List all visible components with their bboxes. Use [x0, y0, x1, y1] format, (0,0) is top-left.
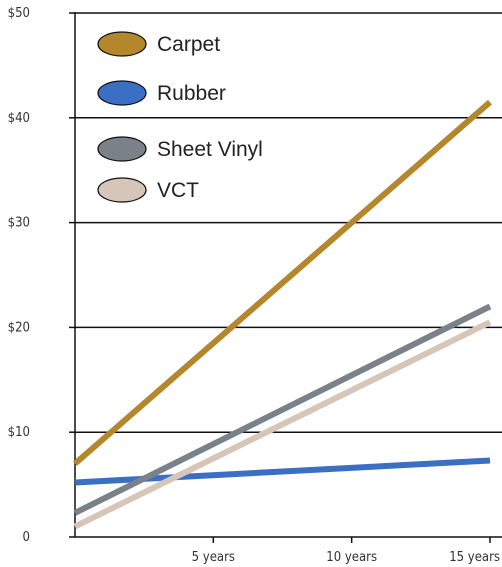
y-tick-label-1: $10: [8, 425, 30, 440]
y-tick-label-5: $50: [8, 6, 30, 21]
grid-lines: [75, 12, 502, 433]
legend: Carpet Rubber Sheet Vinyl VCT: [97, 31, 263, 203]
series-lines: [73, 99, 492, 530]
x-tick-label-1: 10 years: [326, 550, 377, 565]
series-line-vct: [73, 319, 492, 530]
y-tick-label-0: 0: [23, 530, 30, 545]
legend-label-rubber: Rubber: [157, 82, 226, 105]
legend-swatch-vct: [97, 177, 147, 203]
legend-swatch-rubber: [97, 80, 147, 106]
x-tick-label-2: 15 years: [449, 550, 500, 565]
legend-label-carpet: Carpet: [157, 33, 220, 56]
legend-swatch-carpet: [97, 31, 147, 57]
legend-swatch-sheet-vinyl: [97, 136, 147, 162]
y-tick-label-4: $40: [8, 111, 30, 126]
legend-label-sheet-vinyl: Sheet Vinyl: [157, 138, 263, 161]
y-tick-label-2: $20: [8, 320, 30, 335]
tick-labels: 0 $10 $20 $30 $40 $50 5 years 10 years 15 years: [8, 6, 500, 565]
y-tick-label-3: $30: [8, 216, 30, 231]
series-line-carpet: [73, 99, 492, 466]
x-tick-label-0: 5 years: [192, 550, 235, 565]
axes: [69, 12, 502, 543]
legend-label-vct: VCT: [157, 179, 199, 202]
series-line-sheet-vinyl: [73, 303, 492, 516]
